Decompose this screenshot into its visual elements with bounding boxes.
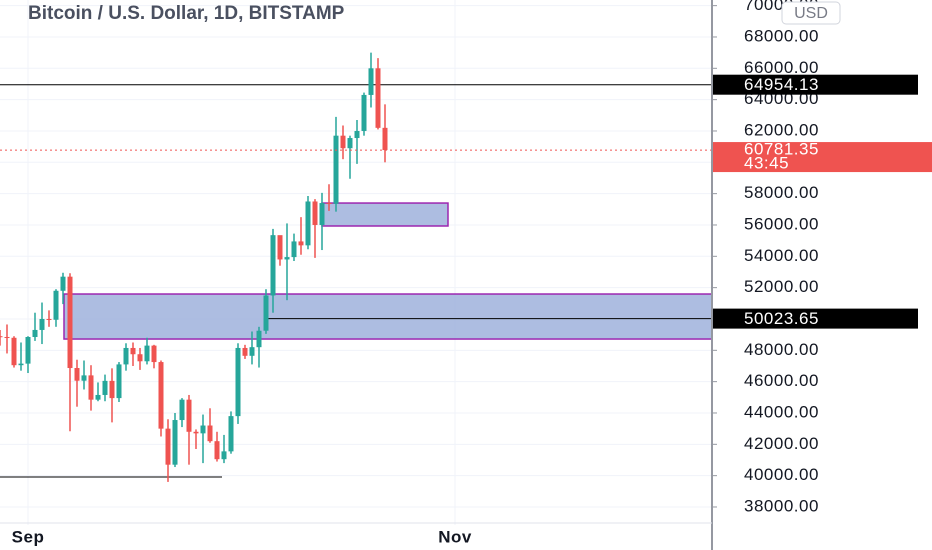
candle-body [242, 347, 248, 356]
candle-body [109, 380, 115, 399]
candle-body [4, 336, 10, 338]
y-tick-label: 42000.00 [744, 434, 819, 453]
x-tick-label: Sep [12, 527, 45, 546]
y-tick-label: 48000.00 [744, 340, 819, 359]
candle-body [165, 428, 171, 465]
candle-body [179, 399, 185, 421]
y-tick-label: 54000.00 [744, 246, 819, 265]
candle-body [151, 345, 157, 363]
candle-body [130, 347, 136, 355]
candle-body [312, 201, 318, 225]
y-tick-label: 38000.00 [744, 496, 819, 515]
candle-body [277, 235, 283, 260]
candle-body [375, 68, 381, 128]
candle-body [291, 241, 297, 258]
candle-body [81, 375, 87, 381]
candle-body [368, 68, 374, 95]
candle-body [214, 441, 220, 460]
candle-body [340, 135, 346, 149]
level-label: 64954.13 [744, 75, 819, 94]
candle-body [193, 431, 199, 434]
candle-body [228, 416, 234, 452]
candle-body [11, 337, 17, 366]
candle-body [116, 364, 122, 399]
currency-button[interactable] [781, 1, 841, 25]
candle-body [235, 347, 241, 417]
candle-body [186, 399, 192, 432]
candle-body [158, 362, 164, 429]
candle-body [333, 135, 339, 204]
candle-body [354, 130, 360, 139]
candle-body [305, 201, 311, 246]
candle-body [144, 345, 150, 362]
candle-body [347, 138, 353, 149]
candle-body [172, 420, 178, 465]
plot-area [0, 52, 713, 482]
price-zone [63, 293, 713, 340]
candle-body [256, 330, 262, 348]
candle-body [32, 329, 38, 337]
candle-body [361, 94, 367, 131]
candle-body [39, 318, 45, 330]
candle-body [123, 347, 129, 365]
candle-body [95, 394, 101, 400]
y-tick-label: 58000.00 [744, 183, 819, 202]
y-tick-label: 68000.00 [744, 26, 819, 45]
candle-body [46, 318, 52, 320]
x-tick-label: Nov [438, 527, 472, 546]
y-tick-label: 44000.00 [744, 402, 819, 421]
y-tick-label: 40000.00 [744, 465, 819, 484]
candle-body [207, 425, 213, 442]
candle-body [200, 425, 206, 434]
price-zone [321, 202, 449, 227]
candle-body [0, 336, 3, 338]
currency-label[interactable]: USD [794, 5, 828, 22]
y-tick-label: 56000.00 [744, 214, 819, 233]
price-axis: 38000.00 40000.00 42000.00 44000.00 46000.00… [712, 0, 932, 515]
y-tick-label: 66000.00 [744, 58, 819, 77]
level-label-box [713, 74, 918, 95]
candle-body [270, 235, 276, 296]
last-price-label: 60781.35 [744, 140, 819, 159]
candle-body [60, 276, 66, 291]
candle-body [284, 257, 290, 260]
candle-body [102, 380, 108, 395]
level-label: 50023.65 [744, 309, 819, 328]
candle-body [382, 127, 388, 151]
level-label-box [713, 308, 918, 329]
last-price-box [713, 142, 932, 173]
candle-body [319, 203, 325, 225]
candle-body [74, 368, 80, 381]
y-tick-label: 46000.00 [744, 371, 819, 390]
candle-body [221, 451, 227, 460]
candle-body [53, 290, 59, 320]
candle-body [249, 347, 255, 356]
candle-body [298, 241, 304, 246]
candle-body [18, 363, 24, 366]
candle-body [137, 354, 143, 362]
chart-title: Bitcoin / U.S. Dollar, 1D, BITSTAMP [28, 3, 345, 24]
candle-body [88, 375, 94, 400]
candle-body [326, 203, 332, 205]
y-tick-label: 52000.00 [744, 277, 819, 296]
candle-body [263, 295, 269, 331]
y-tick-label: 62000.00 [744, 120, 819, 139]
candle-body [25, 336, 31, 364]
countdown-label: 43:45 [744, 154, 789, 173]
candle-body [67, 276, 73, 369]
